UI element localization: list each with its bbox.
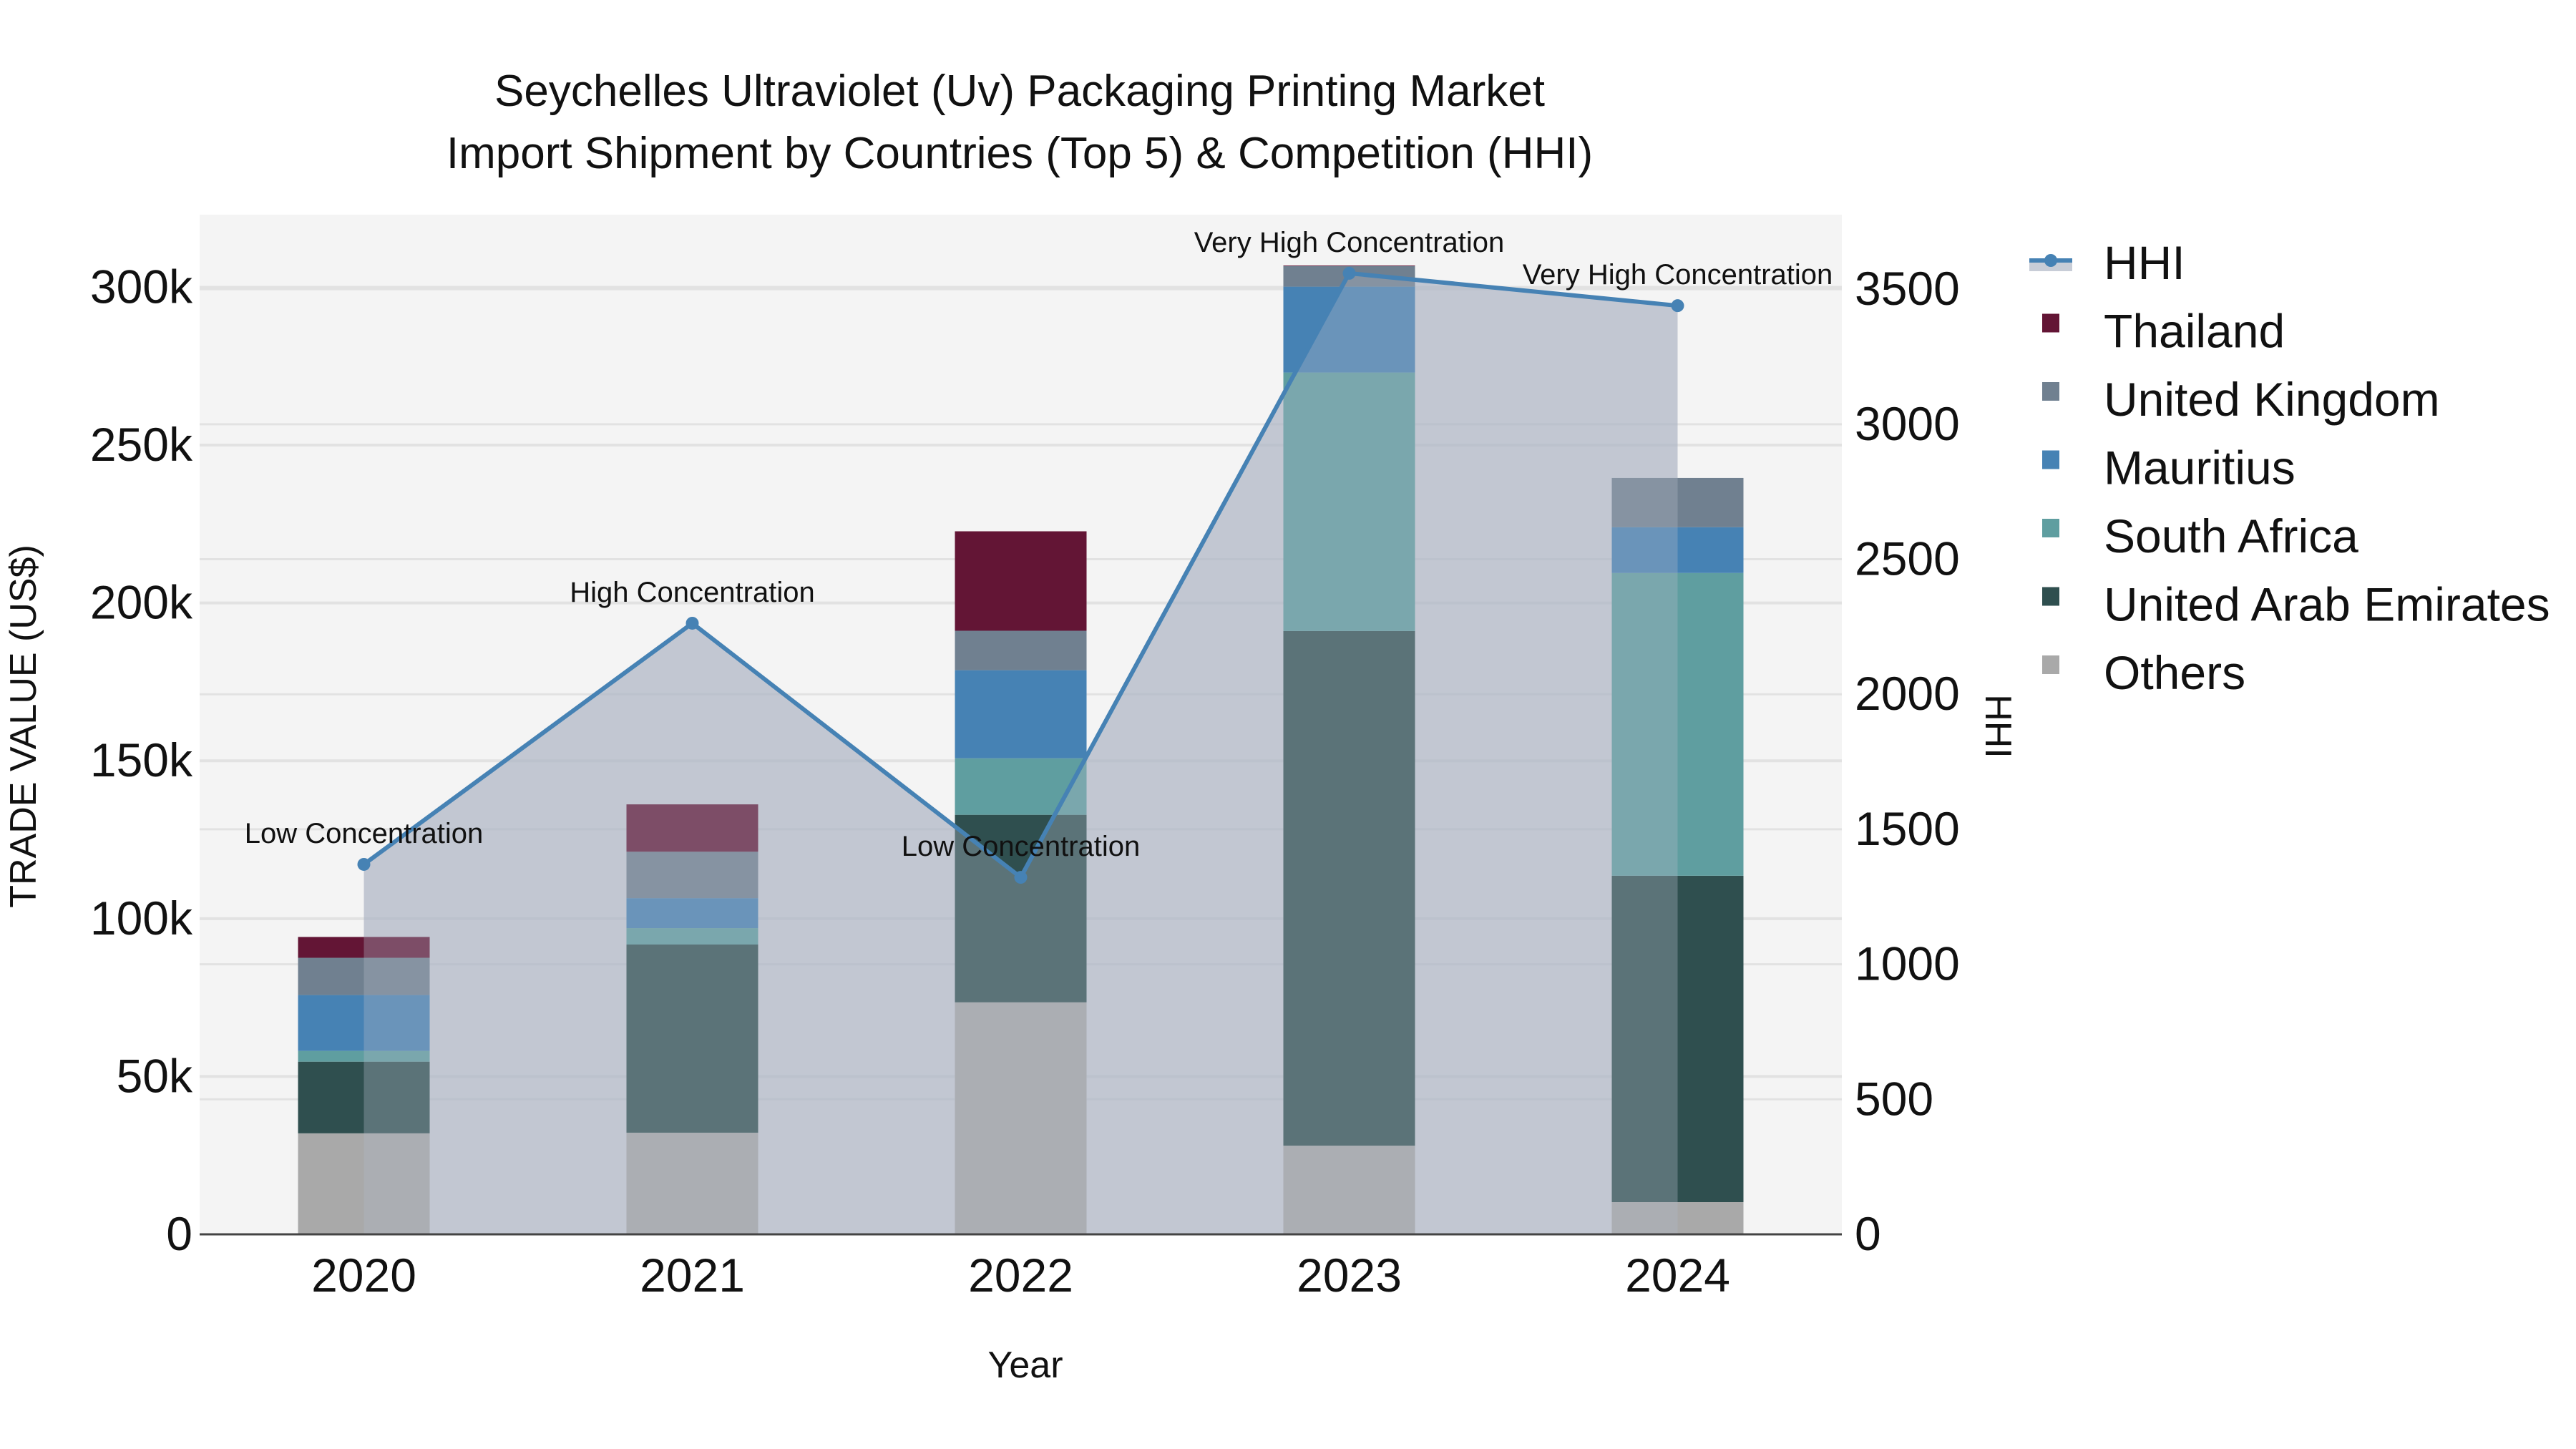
y-tick-label: 0 [166, 1207, 192, 1260]
x-tick-label: 2024 [1625, 1249, 1730, 1302]
hhi-marker[interactable] [1342, 266, 1356, 280]
bar-segment-south-africa[interactable] [955, 758, 1087, 815]
y-axis-ticks: 0 50k 100k 150k 200k 250k 300k [90, 260, 193, 1260]
x-tick-label: 2022 [968, 1249, 1073, 1302]
bar-segment-thailand[interactable] [298, 937, 430, 958]
bar-segment-mauritius[interactable] [1611, 527, 1744, 573]
y-tick-label: 300k [90, 260, 193, 313]
hhi-marker[interactable] [357, 857, 371, 871]
bar-segment-united-arab-emirates[interactable] [298, 1061, 430, 1133]
y-axis-title: TRADE VALUE (US$) [3, 545, 44, 908]
y-tick-label: 150k [90, 733, 193, 786]
x-tick-label: 2023 [1297, 1249, 1402, 1302]
hhi-annotation: Very High Concentration [1523, 259, 1833, 291]
y2-tick-label: 1500 [1855, 802, 1960, 855]
bar-segment-south-africa[interactable] [298, 1050, 430, 1062]
bar-segment-thailand[interactable] [955, 531, 1087, 631]
bar-segment-united-kingdom[interactable] [298, 957, 430, 995]
bar-segment-united-kingdom[interactable] [955, 630, 1087, 670]
x-tick-label: 2021 [640, 1249, 745, 1302]
bar-segment-others[interactable] [298, 1133, 430, 1234]
legend-swatch [2042, 587, 2059, 606]
chart-subtitle: Import Shipment by Countries (Top 5) & C… [447, 129, 1593, 178]
bar-2023[interactable] [1283, 265, 1415, 1234]
hhi-annotation: Low Concentration [245, 818, 484, 849]
bar-segment-united-kingdom[interactable] [1611, 477, 1744, 527]
y-tick-label: 100k [90, 892, 193, 945]
legend-swatch [2042, 313, 2059, 333]
bar-segment-thailand[interactable] [626, 804, 758, 852]
legend: HHI Thailand United Kingdom Mauritius South … [2029, 236, 2550, 699]
hhi-marker[interactable] [686, 616, 699, 630]
legend-label: HHI [2104, 236, 2185, 289]
bar-segment-united-arab-emirates[interactable] [1283, 630, 1415, 1146]
legend-item-united-arab-emirates[interactable]: United Arab Emirates [2042, 578, 2550, 631]
y-tick-label: 200k [90, 576, 193, 629]
y2-axis-title: HHI [1977, 694, 2019, 758]
legend-label: South Africa [2104, 509, 2358, 562]
hhi-annotation: Very High Concentration [1194, 227, 1505, 258]
y2-tick-label: 3500 [1855, 262, 1960, 315]
y2-axis-ticks: 0 500 1000 1500 2000 2500 3000 3500 [1855, 262, 1960, 1260]
x-axis-title: Year [987, 1345, 1063, 1386]
bar-segment-south-africa[interactable] [626, 928, 758, 945]
bar-segment-south-africa[interactable] [1283, 372, 1415, 631]
bar-segment-united-arab-emirates[interactable] [626, 945, 758, 1133]
hhi-line [357, 266, 1684, 884]
hhi-marker[interactable] [1014, 871, 1028, 884]
legend-swatch [2042, 450, 2059, 469]
legend-label: Mauritius [2104, 441, 2296, 494]
legend-swatch [2042, 655, 2059, 674]
x-axis-ticks: 2020 2021 2022 2023 2024 [311, 1249, 1730, 1302]
legend-item-south-africa[interactable]: South Africa [2042, 509, 2358, 562]
stacked-bars [298, 265, 1744, 1234]
y-tick-label: 250k [90, 418, 193, 471]
y2-tick-label: 1000 [1855, 937, 1960, 990]
bar-segment-others[interactable] [1283, 1146, 1415, 1234]
legend-item-thailand[interactable]: Thailand [2042, 305, 2285, 358]
legend-label: United Kingdom [2104, 373, 2440, 426]
y2-tick-label: 500 [1855, 1072, 1933, 1125]
legend-label: United Arab Emirates [2104, 578, 2550, 631]
chart-title: Seychelles Ultraviolet (Uv) Packaging Pr… [494, 67, 1545, 116]
legend-swatch [2042, 382, 2059, 401]
hhi-annotations: Low Concentration High Concentration Low C… [245, 227, 1833, 862]
legend-label: Thailand [2104, 305, 2285, 358]
bar-segment-mauritius[interactable] [955, 670, 1087, 758]
legend-label: Others [2104, 646, 2245, 699]
bar-segment-others[interactable] [626, 1132, 758, 1234]
bar-segment-mauritius[interactable] [626, 898, 758, 929]
x-tick-label: 2020 [311, 1249, 416, 1302]
y2-tick-label: 2500 [1855, 532, 1960, 585]
y-tick-label: 50k [117, 1049, 193, 1102]
hhi-marker[interactable] [1671, 299, 1684, 313]
y2-tick-label: 0 [1855, 1207, 1881, 1260]
bar-2020[interactable] [298, 937, 430, 1234]
y2-tick-label: 3000 [1855, 397, 1960, 450]
bar-segment-thailand[interactable] [1283, 265, 1415, 266]
bar-segment-south-africa[interactable] [1611, 572, 1744, 876]
bar-segment-others[interactable] [1611, 1202, 1744, 1234]
bar-2024[interactable] [1611, 477, 1744, 1234]
hhi-annotation: Low Concentration [902, 831, 1141, 862]
bar-segment-mauritius[interactable] [298, 995, 430, 1051]
legend-item-united-kingdom[interactable]: United Kingdom [2042, 373, 2440, 426]
hhi-annotation: High Concentration [570, 577, 814, 608]
bar-segment-others[interactable] [955, 1002, 1087, 1234]
legend-swatch [2042, 519, 2059, 537]
legend-item-others[interactable]: Others [2042, 646, 2245, 699]
bar-2021[interactable] [626, 804, 758, 1234]
legend-item-mauritius[interactable]: Mauritius [2042, 441, 2296, 494]
legend-item-hhi[interactable]: HHI [2029, 236, 2185, 289]
bar-segment-united-kingdom[interactable] [626, 852, 758, 899]
y2-tick-label: 2000 [1855, 667, 1960, 720]
bar-segment-united-arab-emirates[interactable] [1611, 875, 1744, 1202]
